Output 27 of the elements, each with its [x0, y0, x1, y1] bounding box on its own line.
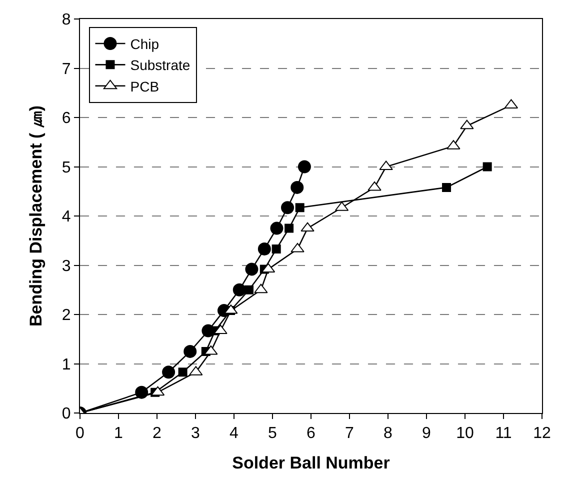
y-tick-label: 4 [62, 208, 71, 226]
x-tick-label: 0 [76, 425, 85, 442]
y-tick-label: 3 [62, 258, 71, 275]
x-tick-label: 5 [268, 425, 278, 442]
y-tick-label: 5 [62, 159, 71, 176]
x-tick-label: 2 [152, 425, 162, 442]
legend-label: Chip [130, 36, 160, 52]
y-tick-label: 1 [62, 356, 71, 374]
legend-label: Substrate [130, 57, 190, 74]
y-tick-label: 6 [62, 110, 71, 128]
x-tick-label: 11 [495, 425, 512, 442]
x-tick-label: 4 [230, 425, 239, 442]
x-tick-label: 9 [422, 425, 432, 442]
x-tick-label: 6 [306, 425, 316, 442]
x-tick-label: 10 [456, 425, 474, 442]
x-tick-label: 3 [191, 425, 200, 442]
x-tick-label: 7 [345, 425, 354, 442]
y-axis-title: Bending Displacement ( ㎛) [26, 105, 46, 327]
y-tick-label: 7 [62, 60, 71, 78]
x-tick-label: 8 [384, 425, 393, 442]
x-tick-label: 1 [114, 425, 124, 442]
y-tick-label: 2 [62, 307, 71, 324]
x-axis-title: Solder Ball Number [232, 454, 390, 473]
y-tick-label: 8 [62, 12, 71, 29]
x-tick-label: 12 [533, 425, 551, 442]
legend-label: PCB [130, 78, 160, 94]
y-tick-label: 0 [62, 406, 71, 423]
